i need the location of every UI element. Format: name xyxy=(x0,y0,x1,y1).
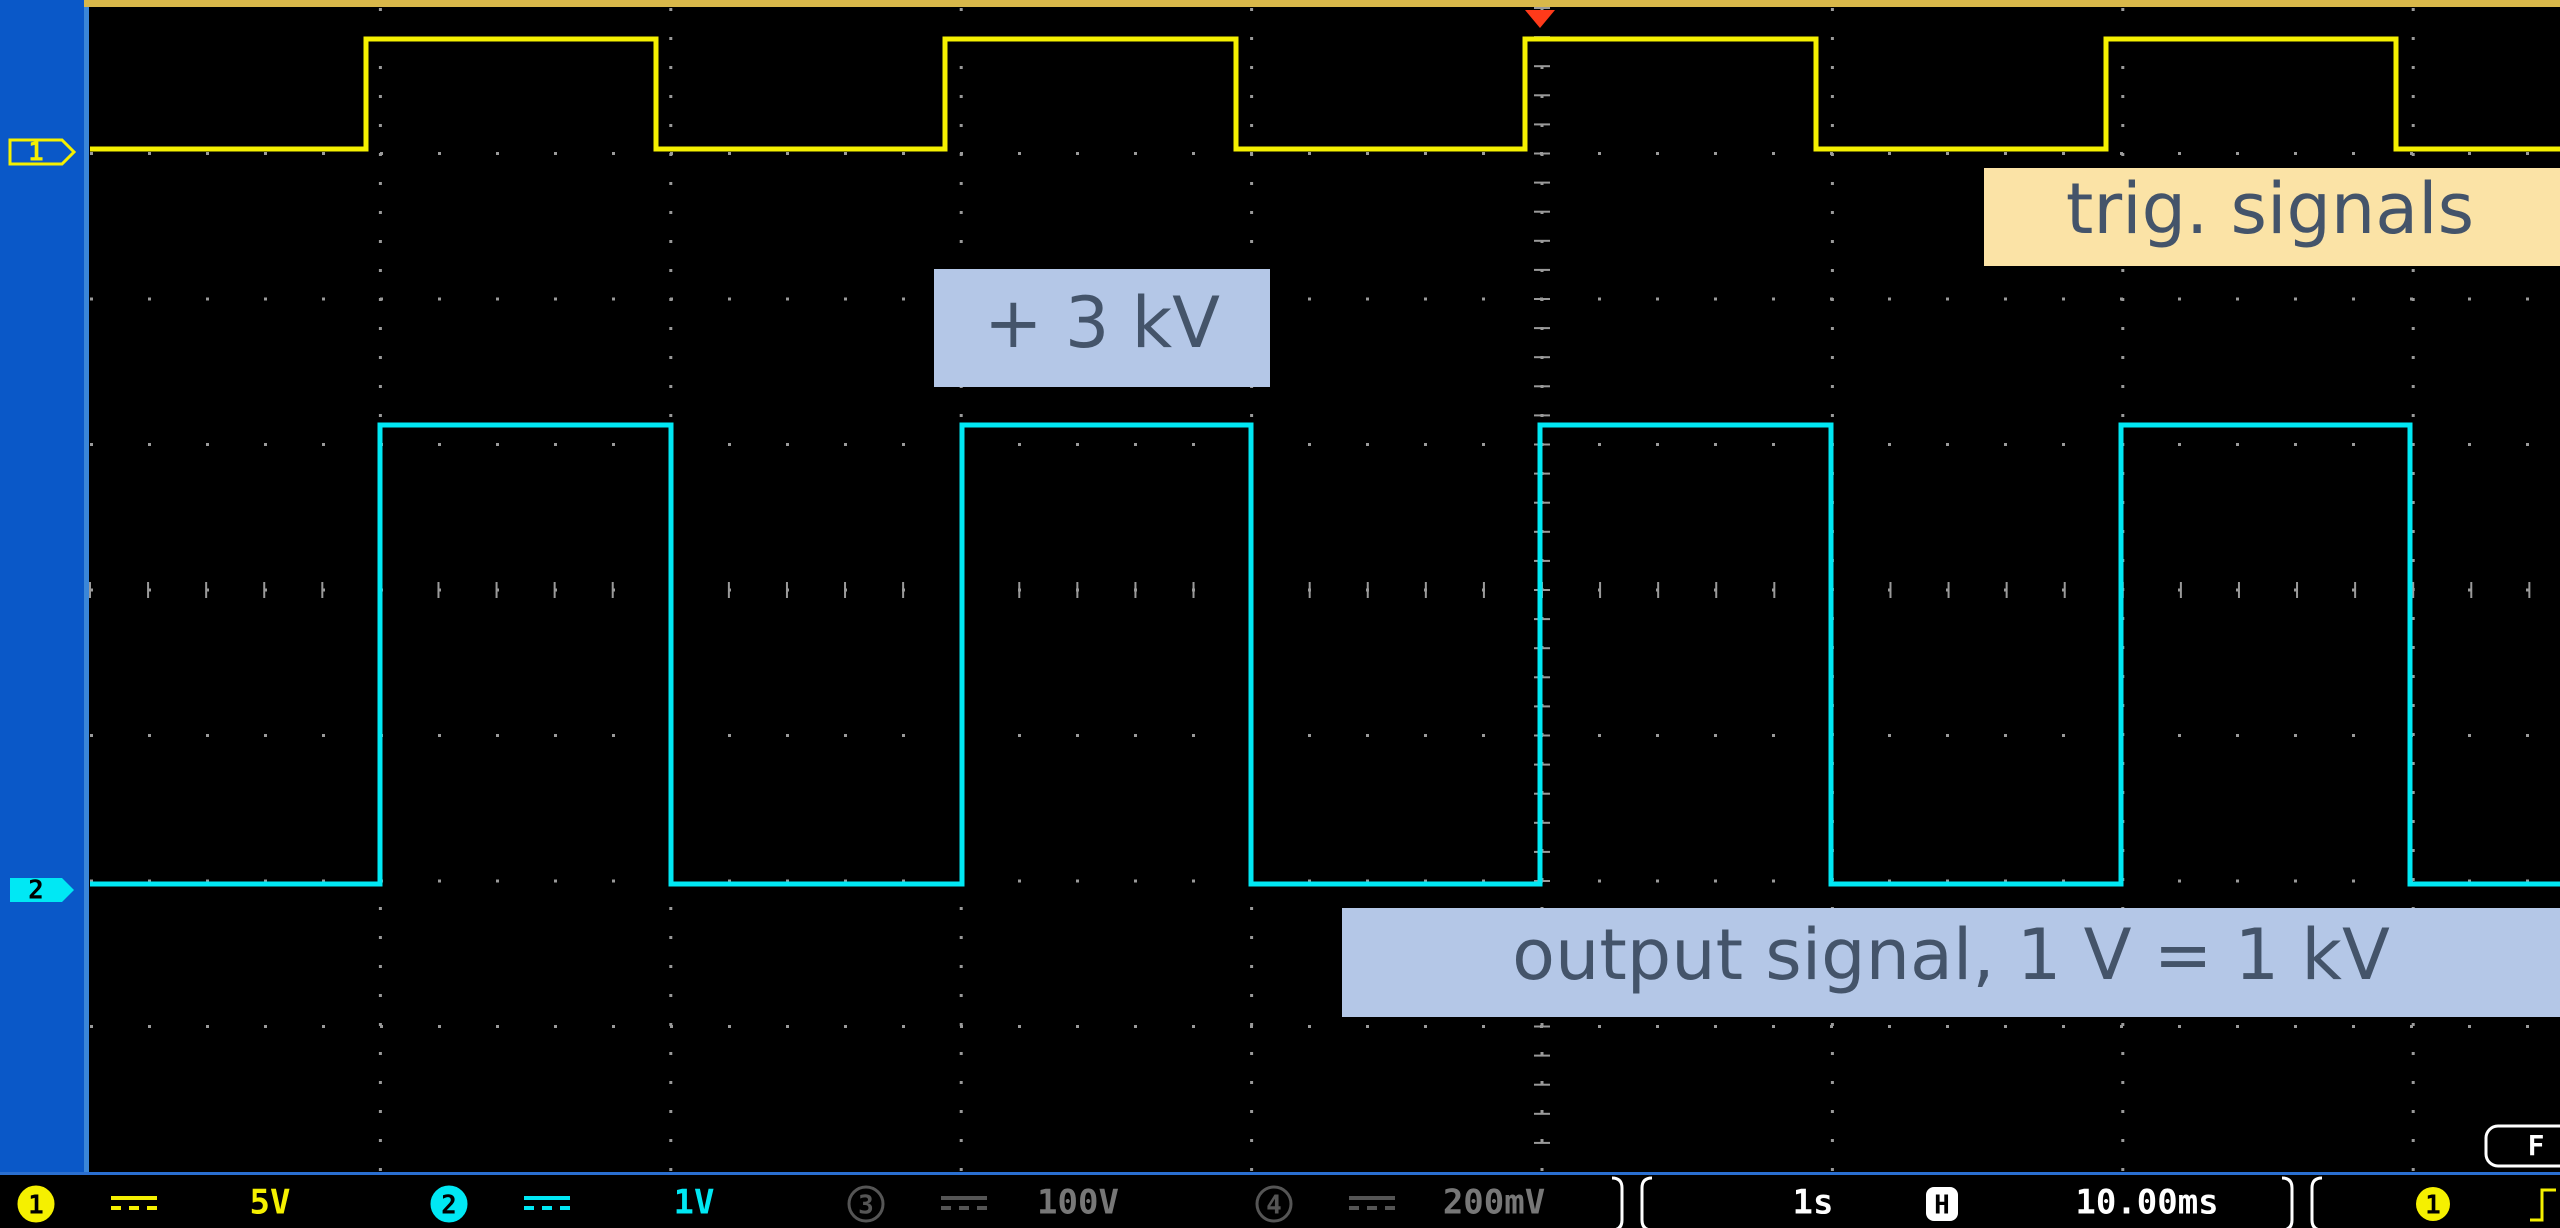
channel-number: 4 xyxy=(1266,1191,1282,1221)
status-bar-border xyxy=(0,1172,2560,1175)
annotation: trig. signals xyxy=(2066,168,2474,250)
horizontal-marker: H xyxy=(1934,1191,1950,1221)
channel-scale: 100V xyxy=(1037,1183,1119,1223)
marker-box xyxy=(2486,1126,2560,1166)
annotation: + 3 kV xyxy=(984,282,1220,364)
channel-scale: 5V xyxy=(250,1183,291,1223)
channel-number: 3 xyxy=(858,1191,874,1221)
page: 1 2 trig. signals + 3 kV output signal, … xyxy=(0,0,2560,1228)
channel-number: 2 xyxy=(441,1191,457,1221)
sample-time: 1s xyxy=(1793,1183,1834,1223)
status-bar: 1 5V 2 1V 3 100V 4 200mV 1s H 10.00ms 1 xyxy=(0,1172,2560,1228)
marker-label: 2 xyxy=(28,876,44,906)
marker-label: F xyxy=(2528,1129,2545,1162)
annotation: output signal, 1 V = 1 kV xyxy=(1512,914,2390,996)
frequency-marker: F xyxy=(2486,1126,2560,1166)
channel-scale: 1V xyxy=(674,1183,715,1223)
trigger-source: 1 xyxy=(2425,1191,2441,1221)
channel-scale: 200mV xyxy=(1443,1183,1545,1223)
channel-number: 1 xyxy=(28,1191,44,1221)
left-strip-edge xyxy=(84,7,89,1172)
channel-1-marker: 1 xyxy=(10,138,74,168)
oscilloscope-screen: 1 2 trig. signals + 3 kV output signal, … xyxy=(0,0,2560,1228)
timebase: 10.00ms xyxy=(2075,1183,2218,1223)
left-strip xyxy=(0,0,84,1172)
top-border xyxy=(0,0,2560,7)
marker-label: 1 xyxy=(28,138,44,168)
